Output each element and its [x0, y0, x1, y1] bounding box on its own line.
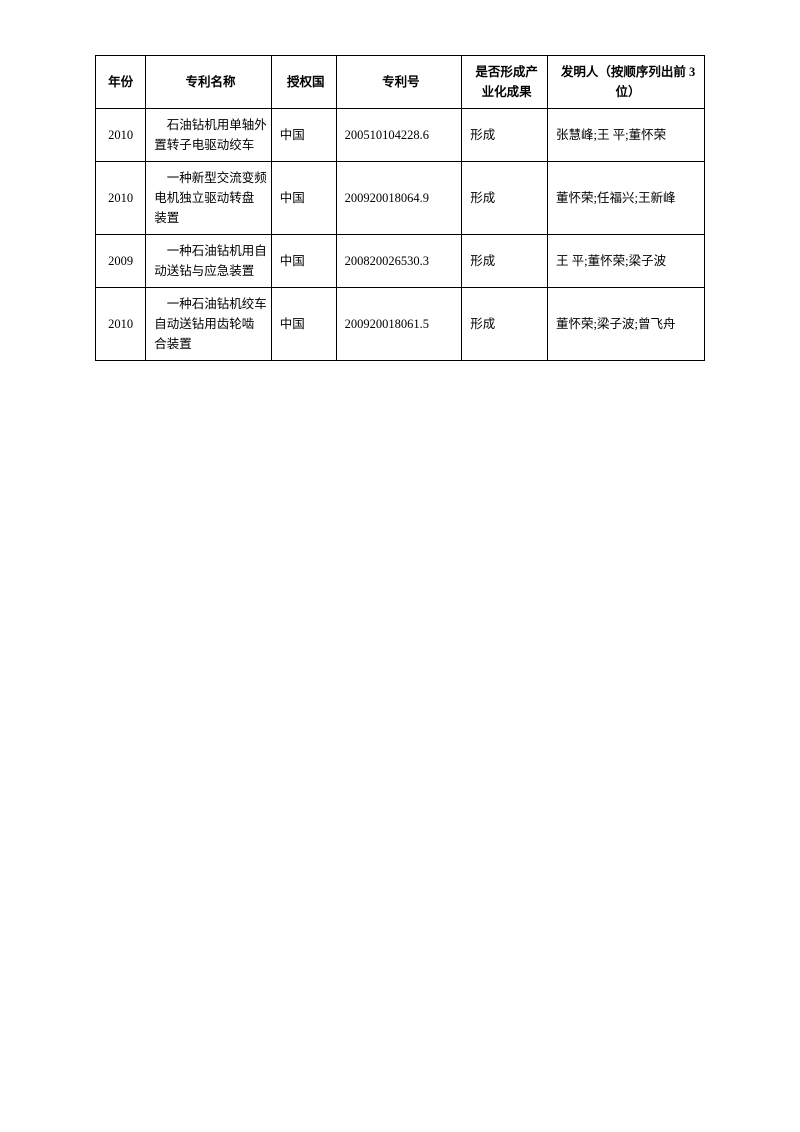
- header-number: 专利号: [336, 56, 462, 109]
- header-country: 授权国: [271, 56, 336, 109]
- header-name: 专利名称: [146, 56, 272, 109]
- cell-inventor: 董怀荣;任福兴;王新峰: [548, 162, 705, 235]
- cell-inventor: 董怀荣;梁子波;曾飞舟: [548, 288, 705, 361]
- table-header-row: 年份 专利名称 授权国 专利号 是否形成产业化成果 发明人（按顺序列出前 3 位…: [96, 56, 705, 109]
- cell-name: 一种新型交流变频 电机独立驱动转盘 装置: [146, 162, 272, 235]
- cell-year: 2010: [96, 288, 146, 361]
- cell-name: 石油钻机用单轴外 置转子电驱动绞车: [146, 109, 272, 162]
- cell-country: 中国: [271, 162, 336, 235]
- cell-country: 中国: [271, 109, 336, 162]
- cell-year: 2010: [96, 162, 146, 235]
- cell-number: 200820026530.3: [336, 235, 462, 288]
- cell-result: 形成: [462, 288, 548, 361]
- header-inventor: 发明人（按顺序列出前 3 位）: [548, 56, 705, 109]
- cell-inventor: 王 平;董怀荣;梁子波: [548, 235, 705, 288]
- table-row: 2010 一种新型交流变频 电机独立驱动转盘 装置 中国 20092001806…: [96, 162, 705, 235]
- cell-number: 200920018061.5: [336, 288, 462, 361]
- table-row: 2010 石油钻机用单轴外 置转子电驱动绞车 中国 200510104228.6…: [96, 109, 705, 162]
- cell-inventor: 张慧峰;王 平;董怀荣: [548, 109, 705, 162]
- cell-result: 形成: [462, 162, 548, 235]
- table-row: 2009 一种石油钻机用自 动送钻与应急装置 中国 200820026530.3…: [96, 235, 705, 288]
- cell-result: 形成: [462, 235, 548, 288]
- cell-name: 一种石油钻机绞车 自动送钻用齿轮啮 合装置: [146, 288, 272, 361]
- patent-table: 年份 专利名称 授权国 专利号 是否形成产业化成果 发明人（按顺序列出前 3 位…: [95, 55, 705, 361]
- cell-country: 中国: [271, 288, 336, 361]
- header-result: 是否形成产业化成果: [462, 56, 548, 109]
- cell-number: 200920018064.9: [336, 162, 462, 235]
- cell-year: 2010: [96, 109, 146, 162]
- cell-year: 2009: [96, 235, 146, 288]
- cell-name: 一种石油钻机用自 动送钻与应急装置: [146, 235, 272, 288]
- cell-number: 200510104228.6: [336, 109, 462, 162]
- table-row: 2010 一种石油钻机绞车 自动送钻用齿轮啮 合装置 中国 2009200180…: [96, 288, 705, 361]
- cell-result: 形成: [462, 109, 548, 162]
- cell-country: 中国: [271, 235, 336, 288]
- header-year: 年份: [96, 56, 146, 109]
